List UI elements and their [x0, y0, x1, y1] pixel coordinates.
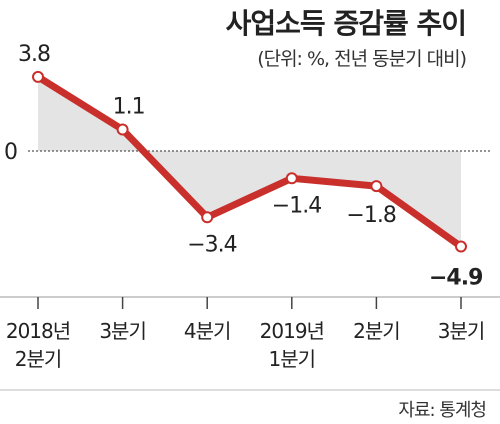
data-point — [370, 180, 383, 193]
chart-title: 사업소득 증감률 추이 — [225, 7, 467, 40]
data-point — [116, 123, 129, 136]
data-label: −4.9 — [429, 266, 482, 291]
x-tick-label: 1분기 — [269, 347, 316, 371]
x-tick-label: 3분기 — [99, 319, 146, 343]
area-fill — [38, 76, 461, 247]
data-point — [201, 211, 214, 224]
y-tick-label: 0 — [4, 140, 17, 165]
x-tick-label: 2분기 — [15, 347, 62, 371]
x-tick-label: 4분기 — [184, 319, 231, 343]
data-label: 3.8 — [18, 42, 50, 67]
data-label: −3.4 — [187, 232, 236, 257]
data-label: 1.1 — [113, 95, 145, 120]
series-line — [34, 73, 465, 251]
x-tick-label: 3분기 — [438, 319, 485, 343]
data-label: −1.4 — [272, 193, 321, 218]
x-tick-label: 2019년 — [260, 319, 324, 343]
x-tick-label: 2분기 — [353, 319, 400, 343]
data-point — [32, 70, 44, 83]
chart-subtitle: (단위: %, 전년 동분기 대비) — [257, 48, 467, 70]
data-point — [285, 172, 298, 185]
data-point — [455, 240, 467, 253]
x-tick-label: 2018년 — [6, 319, 70, 343]
data-label: −1.8 — [346, 203, 395, 228]
source-note: 자료: 통계청 — [398, 400, 487, 421]
